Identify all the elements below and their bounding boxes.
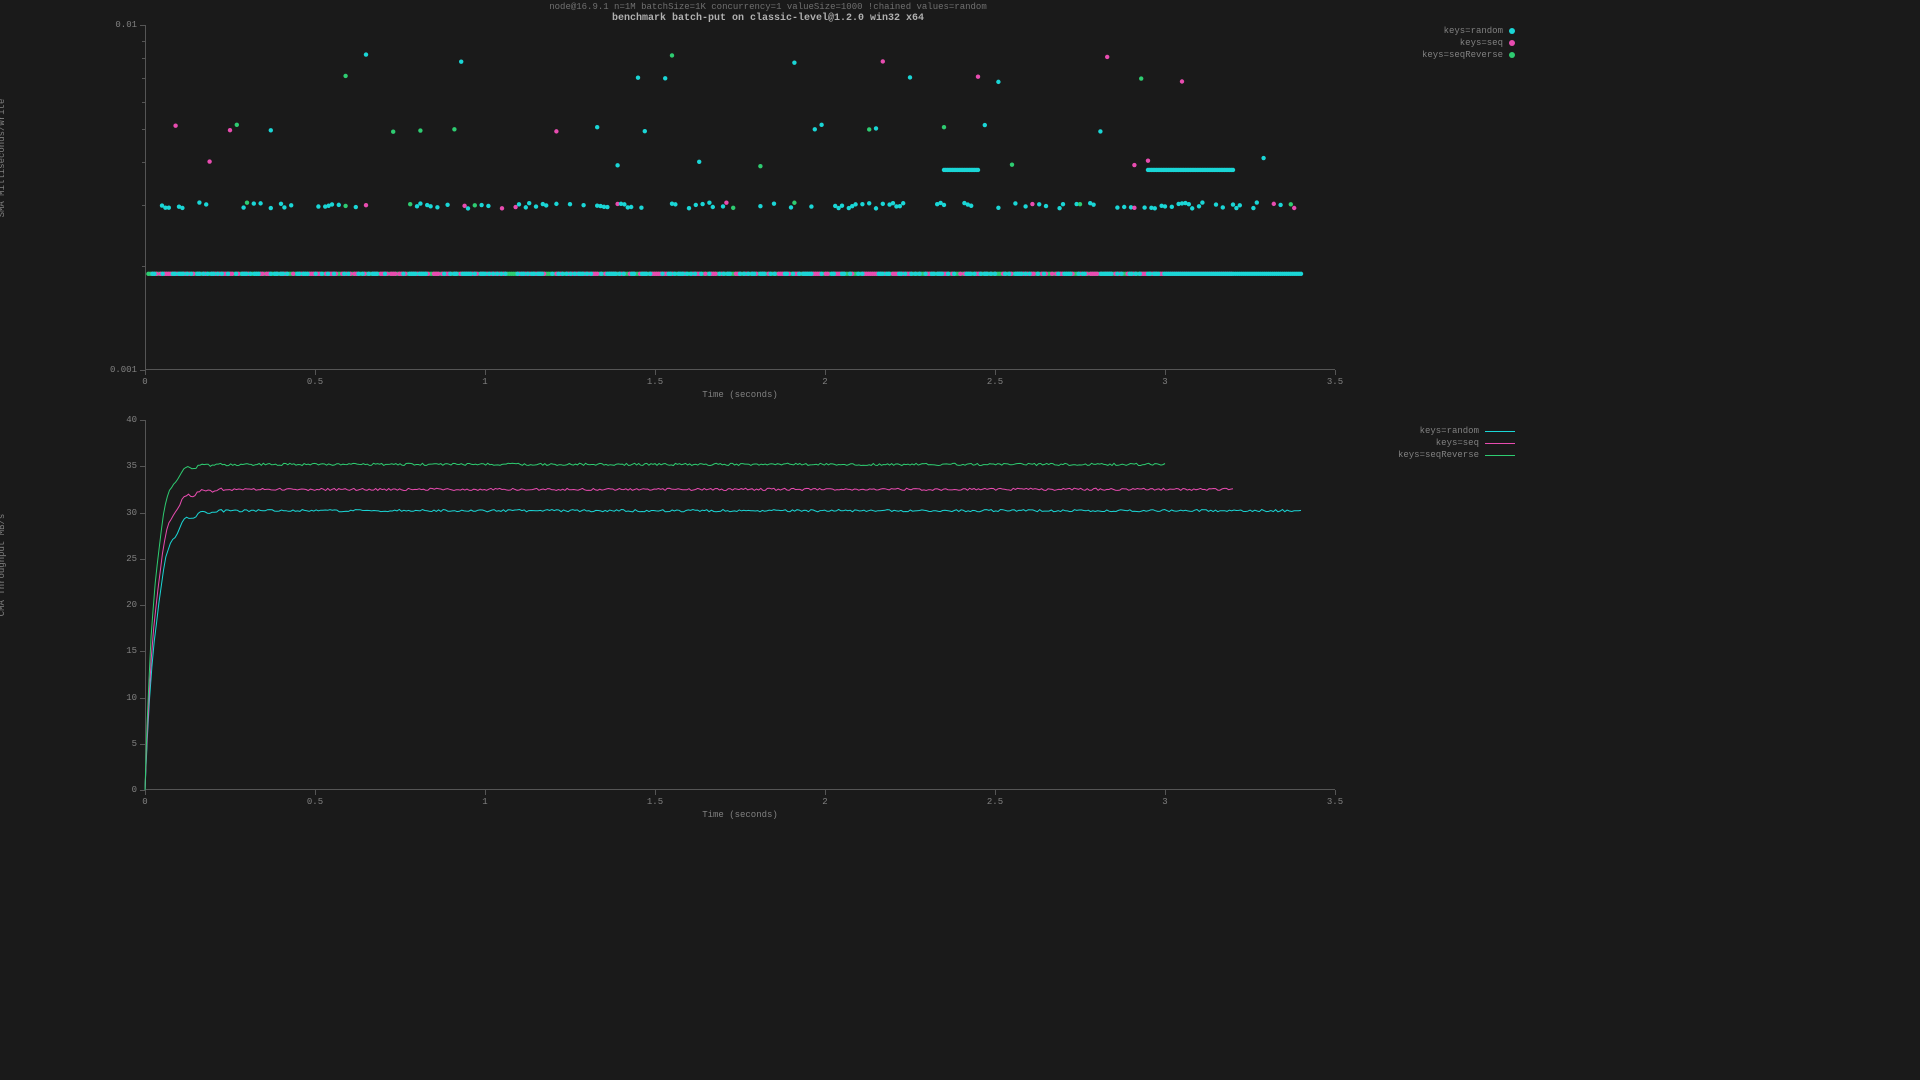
legend: keys=randomkeys=seqkeys=seqReverse	[1345, 425, 1515, 461]
legend-item: keys=random	[1345, 425, 1515, 437]
legend-item: keys=seqReverse	[1345, 449, 1515, 461]
legend-item: keys=seq	[1345, 437, 1515, 449]
line-chart: 00.511.522.533.5Time (seconds)0510152025…	[0, 0, 1536, 862]
legend-label: keys=seqReverse	[1398, 449, 1479, 461]
legend-line-icon	[1485, 443, 1515, 444]
legend-line-icon	[1485, 455, 1515, 456]
legend-label: keys=seq	[1436, 437, 1479, 449]
legend-line-icon	[1485, 431, 1515, 432]
line-svg	[0, 0, 1345, 800]
legend-label: keys=random	[1420, 425, 1479, 437]
x-axis-label: Time (seconds)	[690, 810, 790, 820]
